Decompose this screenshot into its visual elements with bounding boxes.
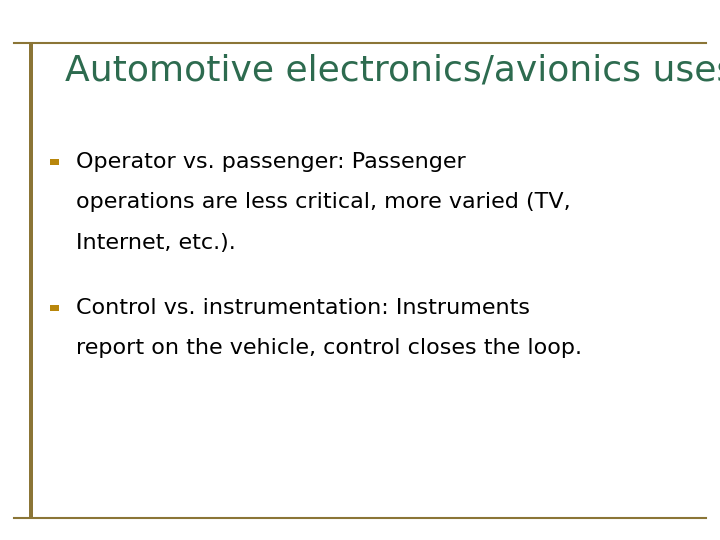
Text: operations are less critical, more varied (TV,: operations are less critical, more varie… <box>76 192 570 213</box>
Bar <box>29 43 33 518</box>
Text: report on the vehicle, control closes the loop.: report on the vehicle, control closes th… <box>76 338 582 359</box>
Bar <box>50 159 59 165</box>
Text: Internet, etc.).: Internet, etc.). <box>76 233 235 253</box>
Text: Operator vs. passenger: Passenger: Operator vs. passenger: Passenger <box>76 152 465 172</box>
Text: Control vs. instrumentation: Instruments: Control vs. instrumentation: Instruments <box>76 298 530 318</box>
Text: Automotive electronics/avionics uses: Automotive electronics/avionics uses <box>65 54 720 88</box>
Bar <box>50 305 59 311</box>
